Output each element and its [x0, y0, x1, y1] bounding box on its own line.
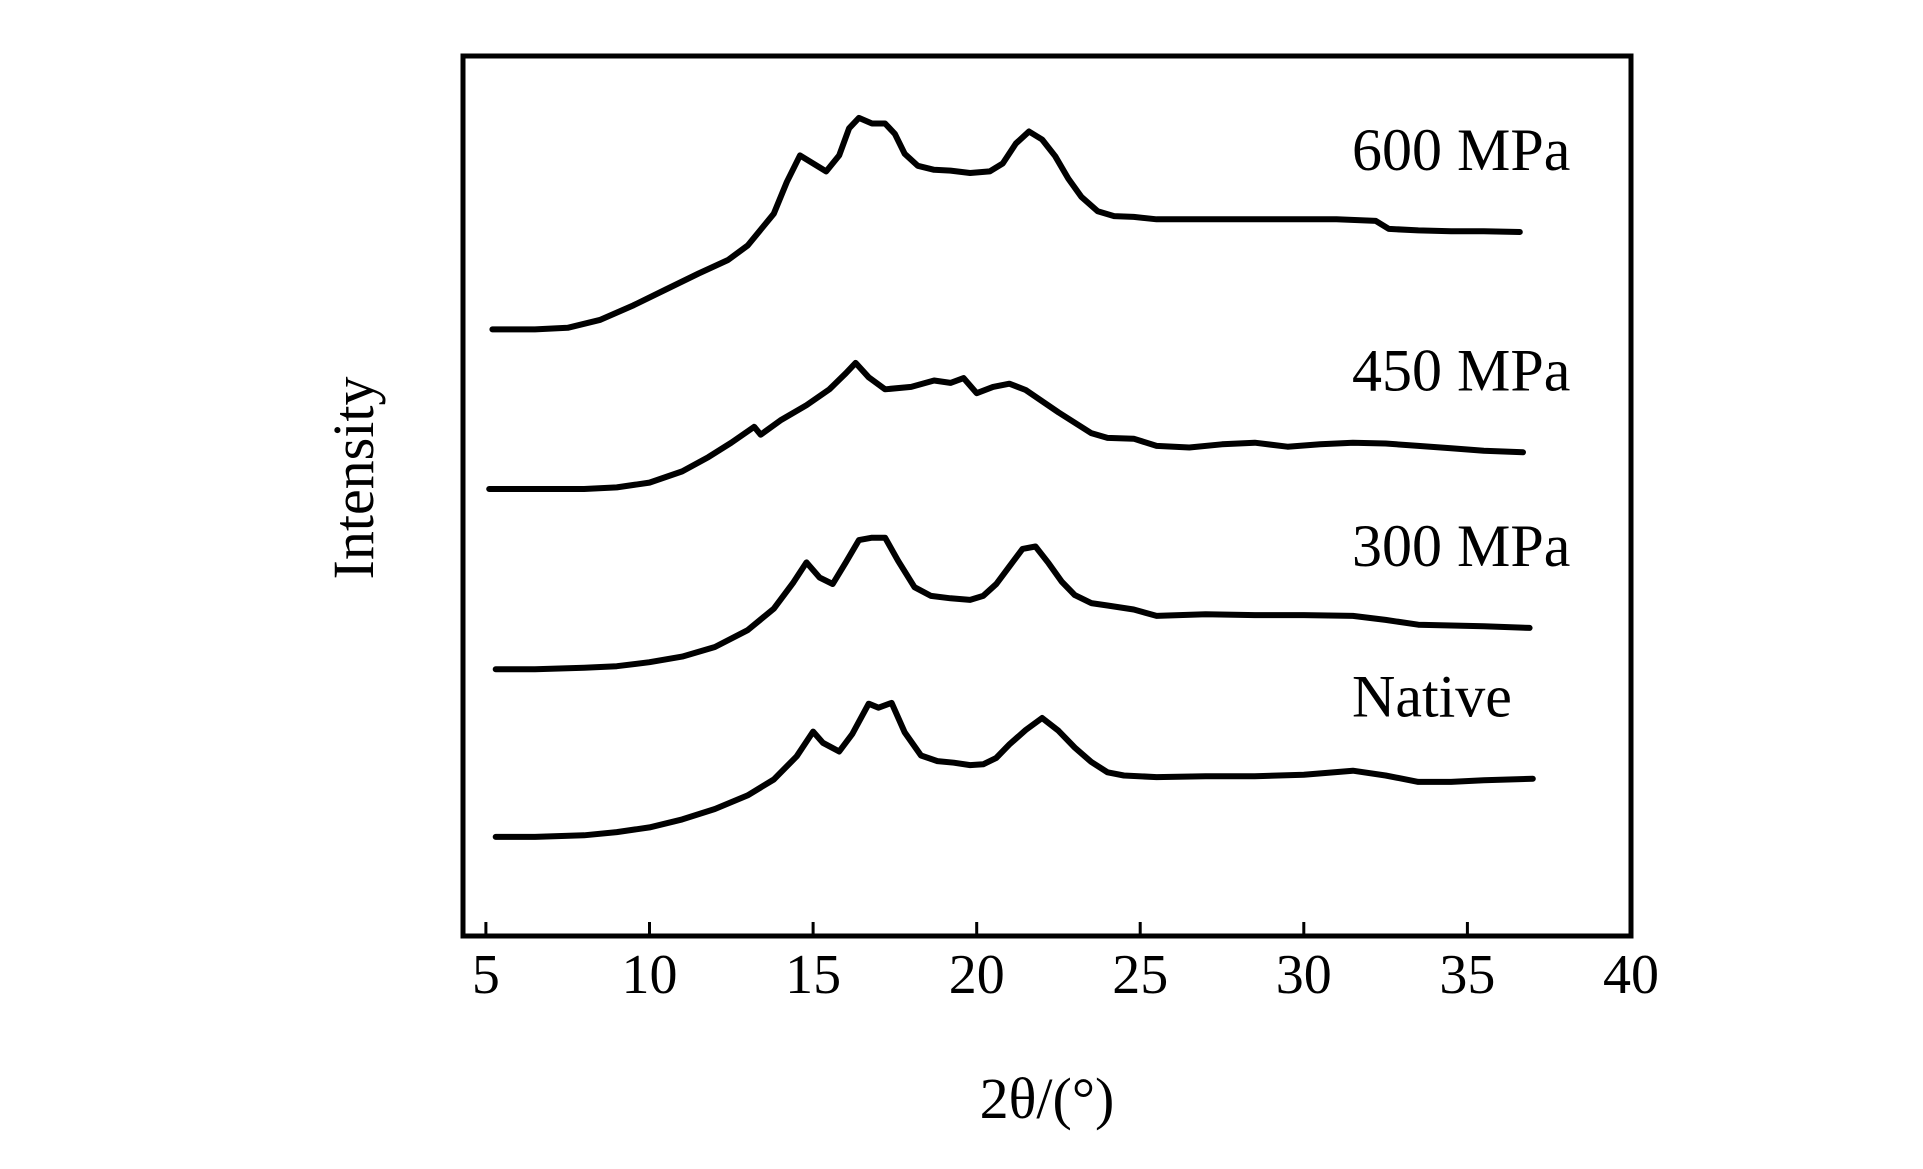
series-line-3: [492, 699, 1536, 840]
series-labels: 600 MPa 450 MPa 300 MPa Native: [1352, 117, 1570, 730]
series-label-0: 600 MPa: [1352, 117, 1570, 183]
x-tick-label: 35: [1439, 944, 1495, 1006]
series-line-1: [486, 359, 1526, 492]
series-line-2: [492, 534, 1533, 673]
series-label-1: 450 MPa: [1352, 337, 1570, 403]
plot-frame: [460, 53, 1634, 939]
x-axis-ticks: 5 10 15 20 25 30 35 40: [472, 922, 1659, 1006]
x-tick-label: 25: [1112, 944, 1168, 1006]
x-tick-label: 20: [949, 944, 1005, 1006]
series-line-0: [489, 114, 1523, 333]
x-tick-label: 10: [622, 944, 678, 1006]
x-tick-label: 15: [785, 944, 841, 1006]
x-tick-label: 30: [1276, 944, 1332, 1006]
series-layer: [486, 114, 1536, 840]
x-axis-title: 2θ/(°): [980, 1066, 1115, 1131]
series-label-3: Native: [1352, 664, 1512, 730]
x-tick-label: 5: [472, 944, 500, 1006]
x-tick-label: 40: [1603, 944, 1659, 1006]
y-axis-title: Intensity: [321, 377, 386, 580]
series-label-2: 300 MPa: [1352, 513, 1570, 579]
